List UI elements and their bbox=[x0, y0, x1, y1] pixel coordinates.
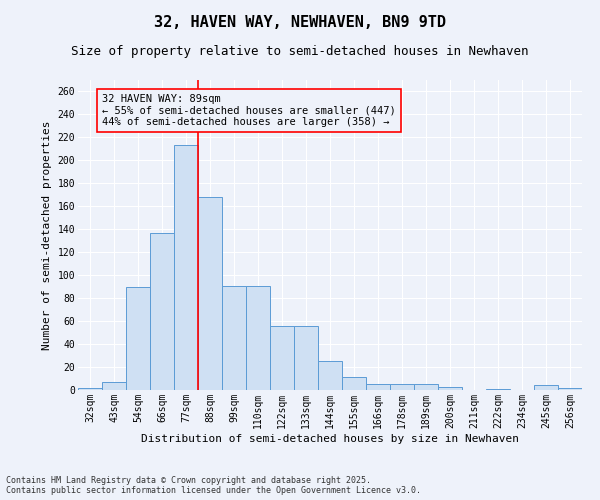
Bar bbox=[246, 286, 270, 390]
Y-axis label: Number of semi-detached properties: Number of semi-detached properties bbox=[42, 120, 52, 350]
Bar bbox=[102, 382, 126, 390]
Bar bbox=[270, 326, 294, 390]
X-axis label: Distribution of semi-detached houses by size in Newhaven: Distribution of semi-detached houses by … bbox=[141, 434, 519, 444]
Bar bbox=[78, 388, 102, 390]
Bar bbox=[174, 146, 198, 390]
Bar bbox=[486, 389, 510, 390]
Bar bbox=[222, 286, 246, 390]
Bar bbox=[126, 286, 150, 390]
Text: 32, HAVEN WAY, NEWHAVEN, BN9 9TD: 32, HAVEN WAY, NEWHAVEN, BN9 9TD bbox=[154, 15, 446, 30]
Text: Contains HM Land Registry data © Crown copyright and database right 2025.
Contai: Contains HM Land Registry data © Crown c… bbox=[6, 476, 421, 495]
Bar bbox=[150, 232, 174, 390]
Bar bbox=[342, 378, 366, 390]
Bar bbox=[366, 384, 390, 390]
Bar bbox=[390, 384, 414, 390]
Bar bbox=[198, 197, 222, 390]
Bar bbox=[558, 388, 582, 390]
Bar bbox=[294, 326, 318, 390]
Text: Size of property relative to semi-detached houses in Newhaven: Size of property relative to semi-detach… bbox=[71, 45, 529, 58]
Bar bbox=[414, 384, 438, 390]
Bar bbox=[534, 386, 558, 390]
Text: 32 HAVEN WAY: 89sqm
← 55% of semi-detached houses are smaller (447)
44% of semi-: 32 HAVEN WAY: 89sqm ← 55% of semi-detach… bbox=[102, 94, 396, 127]
Bar bbox=[318, 362, 342, 390]
Bar bbox=[438, 386, 462, 390]
